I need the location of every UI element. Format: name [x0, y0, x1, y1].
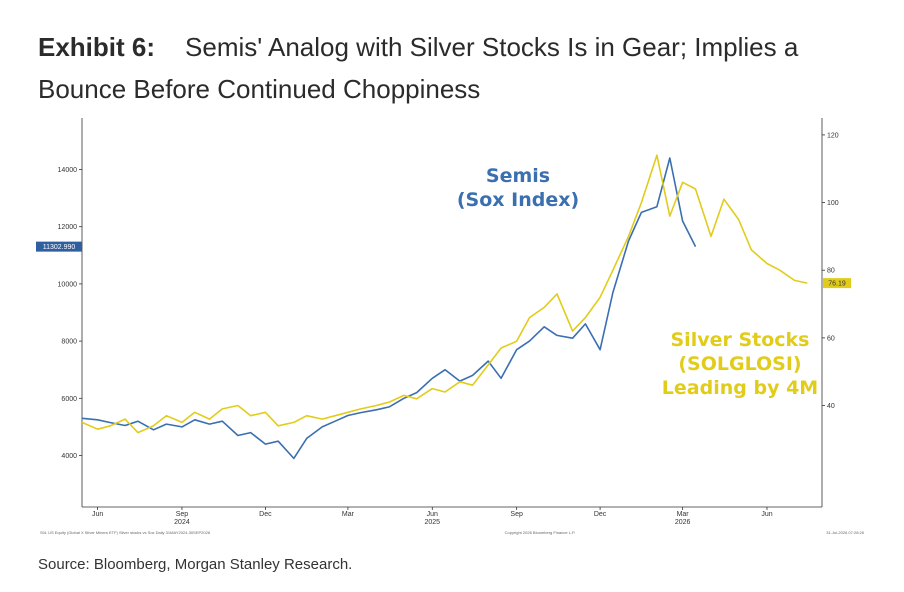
left-last-value-label: 11302.990	[43, 244, 76, 251]
exhibit-title: Exhibit 6: Semis' Analog with Silver Stoc…	[38, 26, 878, 110]
left-tick-label: 10000	[58, 281, 78, 288]
right-last-value-label: 76.19	[828, 281, 846, 288]
right-last-value-box	[823, 278, 851, 289]
silver-annotation-line: (SOLGLOSI)	[678, 353, 801, 375]
footer-left-text: S0L US Equity (Global X Silver Miners ET…	[40, 530, 211, 535]
left-tick-label: 6000	[61, 396, 77, 403]
semis-series-line	[81, 157, 697, 460]
x-year-label: 2025	[424, 519, 440, 526]
x-tick-label: Mar	[677, 511, 690, 518]
source-note: Source: Bloomberg, Morgan Stanley Resear…	[38, 556, 353, 573]
right-tick-label: 60	[827, 335, 835, 342]
chart-axes: 4000 6000 8000 10000 12000 14000 40 60 80 100 120 J…	[58, 118, 839, 526]
silver-series-line	[81, 154, 808, 434]
chart-labels: 11302.990 76.19	[36, 241, 851, 289]
x-tick-label: Jun	[427, 511, 438, 518]
exhibit-number: Exhibit 6:	[38, 32, 156, 62]
left-tick-label: 4000	[61, 453, 77, 460]
silver-annotation-line: Leading by 4M	[662, 377, 818, 399]
right-tick-label: 120	[827, 132, 839, 139]
right-tick-label: 100	[827, 200, 839, 207]
left-tick-label: 8000	[61, 339, 77, 346]
x-tick-label: Sep	[176, 511, 189, 518]
footer-center-text: Copyright 2026 Bloomberg Finance L.P.	[505, 530, 576, 535]
x-tick-label: Sep	[510, 511, 523, 518]
x-year-label: 2026	[675, 519, 691, 526]
exhibit-title-text: Semis' Analog with Silver Stocks Is in G…	[38, 32, 799, 104]
left-tick-label: 12000	[58, 224, 78, 231]
plot-area	[82, 118, 822, 507]
silver-annotation-line: Silver Stocks	[671, 329, 810, 351]
x-year-label: 2024	[174, 519, 190, 526]
left-tick-label: 14000	[58, 167, 78, 174]
x-tick-label: Jun	[92, 511, 103, 518]
right-tick-label: 40	[827, 403, 835, 410]
chart-footer: S0L US Equity (Global X Silver Miners ET…	[40, 530, 865, 535]
footer-right-text: 31-Jul-2026 07:28:26	[826, 530, 865, 535]
x-tick-label: Mar	[342, 511, 355, 518]
chart-series	[81, 154, 808, 460]
x-tick-label: Dec	[594, 511, 607, 518]
semis-annotation-line: (Sox Index)	[457, 189, 579, 211]
semis-annotation-line: Semis	[486, 165, 550, 187]
x-tick-label: Jun	[761, 511, 772, 518]
right-tick-label: 80	[827, 268, 835, 275]
chart-annotations: Semis(Sox Index) Silver Stocks(SOLGLOSI)L…	[457, 165, 818, 399]
x-tick-label: Dec	[259, 511, 272, 518]
left-last-value-box	[36, 241, 82, 252]
